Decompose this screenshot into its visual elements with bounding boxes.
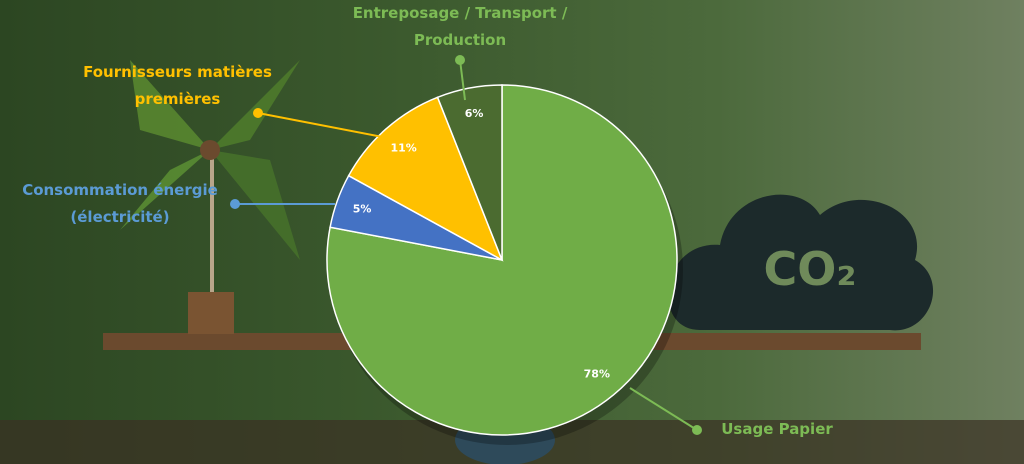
leader-dot: [230, 199, 240, 209]
background-art: CO₂: [0, 60, 1024, 464]
leader-dot: [455, 55, 465, 65]
category-label: Consommation énergie (électricité): [22, 181, 218, 226]
category-label: Fournisseurs matières premières: [83, 63, 272, 108]
pie-slice: [436, 84, 503, 261]
value-label: 6%: [465, 107, 484, 120]
leader-line: [257, 112, 389, 139]
leader-line: [629, 387, 698, 431]
leader-dot: [253, 108, 263, 118]
value-label: 11%: [390, 141, 416, 154]
value-label: 5%: [353, 203, 372, 216]
cloud-label: CO₂: [763, 242, 856, 296]
value-label: 78%: [584, 368, 610, 381]
leader-dot: [692, 425, 702, 435]
category-label: Usage Papier: [721, 420, 833, 438]
category-label: Entreposage / Transport / Production: [352, 4, 568, 49]
leader-line: [459, 59, 466, 101]
